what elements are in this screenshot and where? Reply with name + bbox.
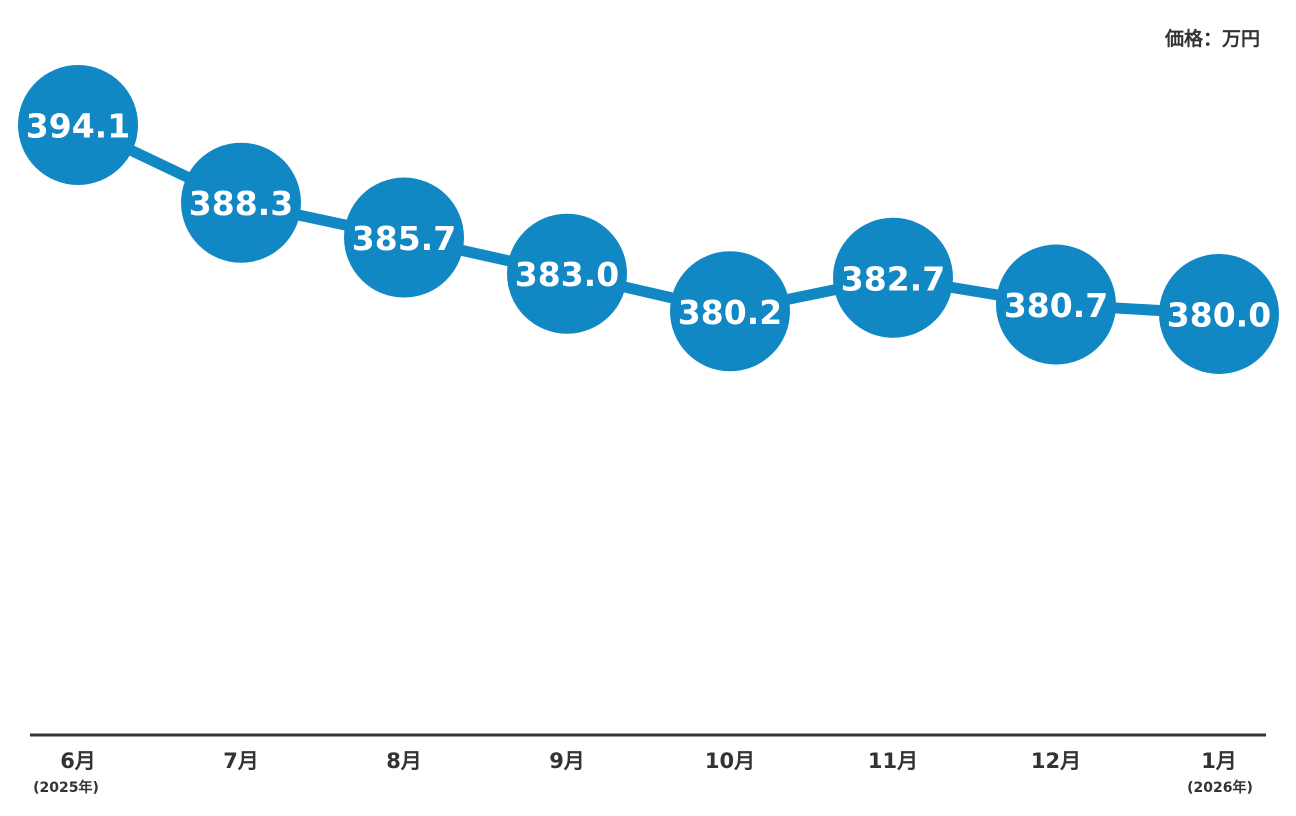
x-tick-label: 7月 [223, 749, 259, 773]
data-label: 382.7 [841, 259, 945, 298]
x-tick-label: 11月 [868, 749, 918, 773]
x-tick-label: 12月 [1031, 749, 1081, 773]
x-tick-year-label: (2025年) [33, 779, 99, 796]
data-point-marker [833, 217, 953, 338]
x-tick-label: 10月 [705, 749, 755, 773]
data-point-marker [1159, 253, 1279, 374]
data-label: 380.0 [1167, 295, 1271, 334]
data-label: 385.7 [352, 219, 456, 258]
data-point-marker [507, 213, 627, 334]
data-label: 383.0 [515, 255, 619, 294]
data-point-marker [18, 65, 138, 185]
data-point-marker [181, 142, 301, 263]
marker-layer: 394.1 388.3 385.7 383.0 380.2 382.7 380.7 380.0 [18, 65, 1279, 374]
x-tick-label-layer: 6月 (2025年) 7月 8月 9月 10月 11月 12月 1月 (2026年) [33, 749, 1253, 796]
data-label: 380.7 [1004, 286, 1108, 325]
data-label: 380.2 [678, 293, 782, 332]
data-label: 394.1 [26, 107, 130, 146]
x-tick-year-label: (2026年) [1187, 779, 1253, 796]
data-point-marker [670, 251, 790, 372]
x-tick-label: 8月 [386, 749, 422, 773]
data-label: 388.3 [189, 184, 293, 223]
data-point-marker [996, 244, 1116, 365]
unit-label: 価格：万円 [1164, 28, 1260, 50]
x-tick-label: 9月 [549, 749, 585, 773]
x-tick-label: 6月 [60, 749, 96, 773]
x-tick-label: 1月 [1201, 749, 1237, 773]
data-point-marker [344, 177, 464, 298]
